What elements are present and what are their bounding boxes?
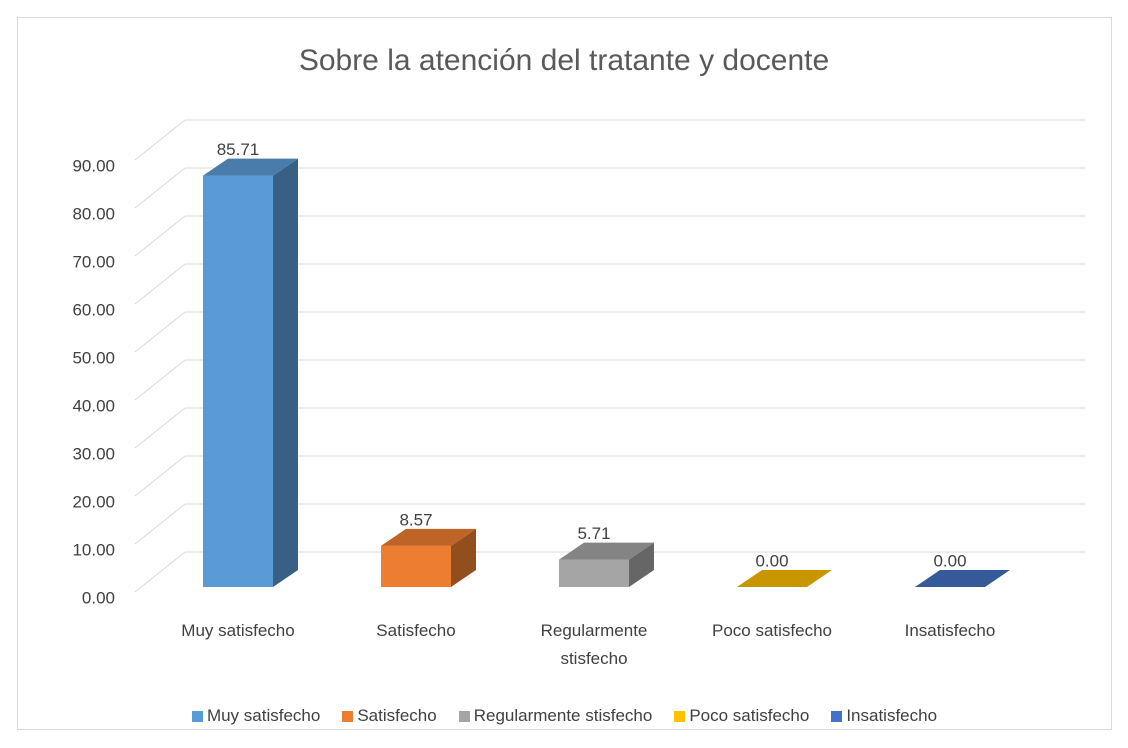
grid-line-diagonal xyxy=(134,407,186,449)
bar-front xyxy=(381,545,451,587)
value-label: 0.00 xyxy=(755,551,788,570)
grid-line-diagonal xyxy=(134,503,186,545)
x-tick-label: Regularmente stisfecho xyxy=(540,621,648,668)
y-tick-label: 10.00 xyxy=(72,540,115,559)
y-tick-label: 50.00 xyxy=(72,348,115,367)
x-tick-label: Insatisfecho xyxy=(904,621,996,640)
y-tick-label: 60.00 xyxy=(72,300,115,319)
bar-side xyxy=(629,542,654,587)
y-tick-label: 70.00 xyxy=(72,252,115,271)
legend-label: Muy satisfecho xyxy=(206,706,321,725)
bar-top xyxy=(737,570,832,587)
grid-line-diagonal xyxy=(134,167,186,209)
bar-side xyxy=(451,528,476,587)
bar-top xyxy=(381,528,476,546)
legend-swatch xyxy=(191,710,203,722)
legend-swatch xyxy=(342,710,354,722)
value-label: 8.57 xyxy=(399,510,432,529)
chart-border xyxy=(17,17,1112,730)
y-tick-label: 80.00 xyxy=(72,204,115,223)
legend: Muy satisfecho Satisfecho Regularmente sti… xyxy=(17,706,1112,726)
bar-side xyxy=(273,158,298,588)
y-tick-label: 90.00 xyxy=(72,156,115,175)
legend-label: Poco satisfecho xyxy=(689,706,810,725)
legend-item: Regularmente stisfecho xyxy=(458,706,653,726)
bar-front xyxy=(559,559,629,587)
legend-item: Satisfecho xyxy=(342,706,437,726)
value-label: 5.71 xyxy=(577,524,610,543)
legend-item: Muy satisfecho xyxy=(191,706,321,726)
y-tick-label: 20.00 xyxy=(72,492,115,511)
bar-top xyxy=(915,570,1010,587)
x-tick-label: Poco satisfecho xyxy=(711,621,832,640)
grid-line-diagonal xyxy=(134,215,186,257)
grid-line-diagonal xyxy=(134,551,186,593)
legend-swatch xyxy=(831,710,843,722)
bar-front xyxy=(203,175,273,588)
y-tick-label: 0.00 xyxy=(82,588,115,607)
grid-line-diagonal xyxy=(134,455,186,497)
legend-item: Poco satisfecho xyxy=(674,706,809,726)
legend-swatch xyxy=(458,710,470,722)
bar-top xyxy=(203,158,298,176)
grid-line-diagonal xyxy=(134,311,186,353)
bar-top xyxy=(559,542,654,560)
x-tick-label: Satisfecho xyxy=(376,621,456,640)
value-label: 85.71 xyxy=(217,140,260,159)
grid-line-diagonal xyxy=(134,263,186,305)
legend-item: Insatisfecho xyxy=(831,706,937,726)
value-label: 0.00 xyxy=(933,551,966,570)
legend-label: Insatisfecho xyxy=(846,706,938,725)
legend-label: Satisfecho xyxy=(357,706,437,725)
legend-label: Regularmente stisfecho xyxy=(473,706,653,725)
grid-line-diagonal xyxy=(134,119,186,161)
grid-line-diagonal xyxy=(134,359,186,401)
y-tick-label: 40.00 xyxy=(72,396,115,415)
legend-swatch xyxy=(674,710,686,722)
y-tick-label: 30.00 xyxy=(72,444,115,463)
chart-title: Sobre la atención del tratante y docente xyxy=(299,44,829,77)
x-tick-label: Muy satisfecho xyxy=(181,621,295,640)
